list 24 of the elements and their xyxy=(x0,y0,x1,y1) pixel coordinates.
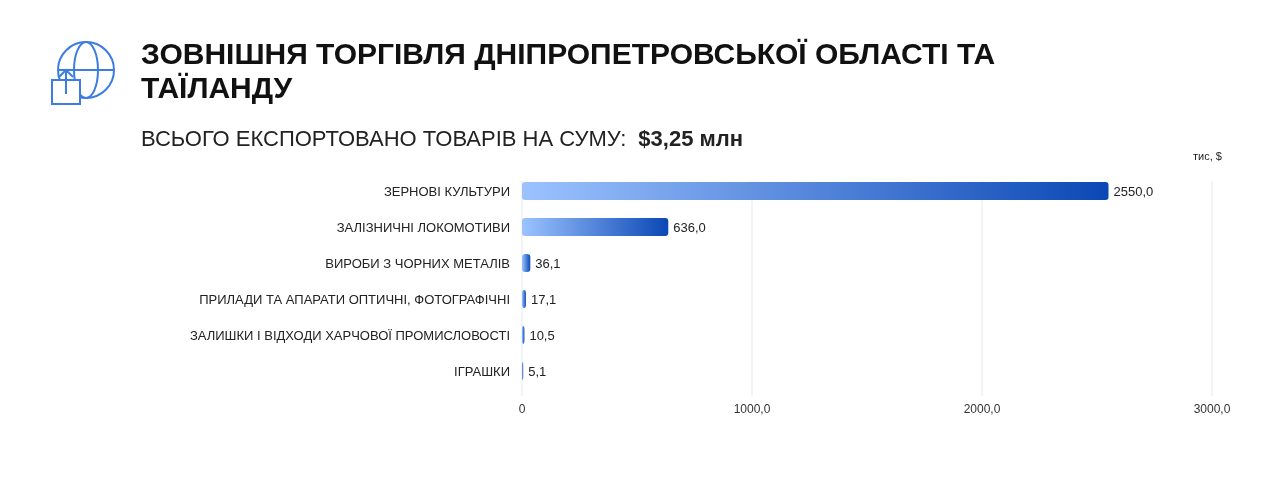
text: $3,25 млн xyxy=(638,126,744,151)
data-label: 636,0 xyxy=(673,219,706,235)
y-tick-label: ЗАЛІЗНИЧНІ ЛОКОМОТИВИ xyxy=(336,219,510,235)
y-tick-label: ПРИЛАДИ ТА АПАРАТИ ОПТИЧНІ, ФОТОГРАФІЧНІ xyxy=(199,291,510,307)
x-tick-label: 2000,0 xyxy=(963,402,1001,416)
y-tick-label: ЗЕРНОВІ КУЛЬТУРИ xyxy=(383,183,510,199)
bar xyxy=(522,254,531,272)
data-label: 17,1 xyxy=(530,291,557,307)
y-tick-label: ВИРОБИ З ЧОРНИХ МЕТАЛІВ xyxy=(325,255,510,271)
data-label: 5,1 xyxy=(528,363,547,379)
data-label: 10,5 xyxy=(529,327,555,343)
bar xyxy=(522,182,1109,200)
x-tick-label: 0 xyxy=(518,402,526,416)
data-label: 36,1 xyxy=(535,255,561,271)
data-label: 2550,0 xyxy=(1113,183,1154,199)
y-tick-label: ЗАЛИШКИ І ВІДХОДИ ХАРЧОВОЇ ПРОМИСЛОВОСТІ xyxy=(189,327,510,343)
y-tick-label: ІГРАШКИ xyxy=(454,363,510,379)
x-tick-label: 1000,0 xyxy=(733,402,771,416)
x-tick-label: 3000,0 xyxy=(1193,402,1231,416)
x-axis-title: тис, $ xyxy=(1193,150,1222,162)
chart-title: ЗОВНІШНЯ ТОРГІВЛЯ ДНІПРОПЕТРОВСЬКОЇ ОБЛАСТІ ТА ТАЇЛАНДУ xyxy=(141,37,996,104)
bar xyxy=(522,218,669,236)
chart-subtitle: ВСЬОГО ЕКСПОРТОВАНО ТОВАРІВ НА СУМУ: xyxy=(141,126,627,151)
bar xyxy=(522,290,526,308)
